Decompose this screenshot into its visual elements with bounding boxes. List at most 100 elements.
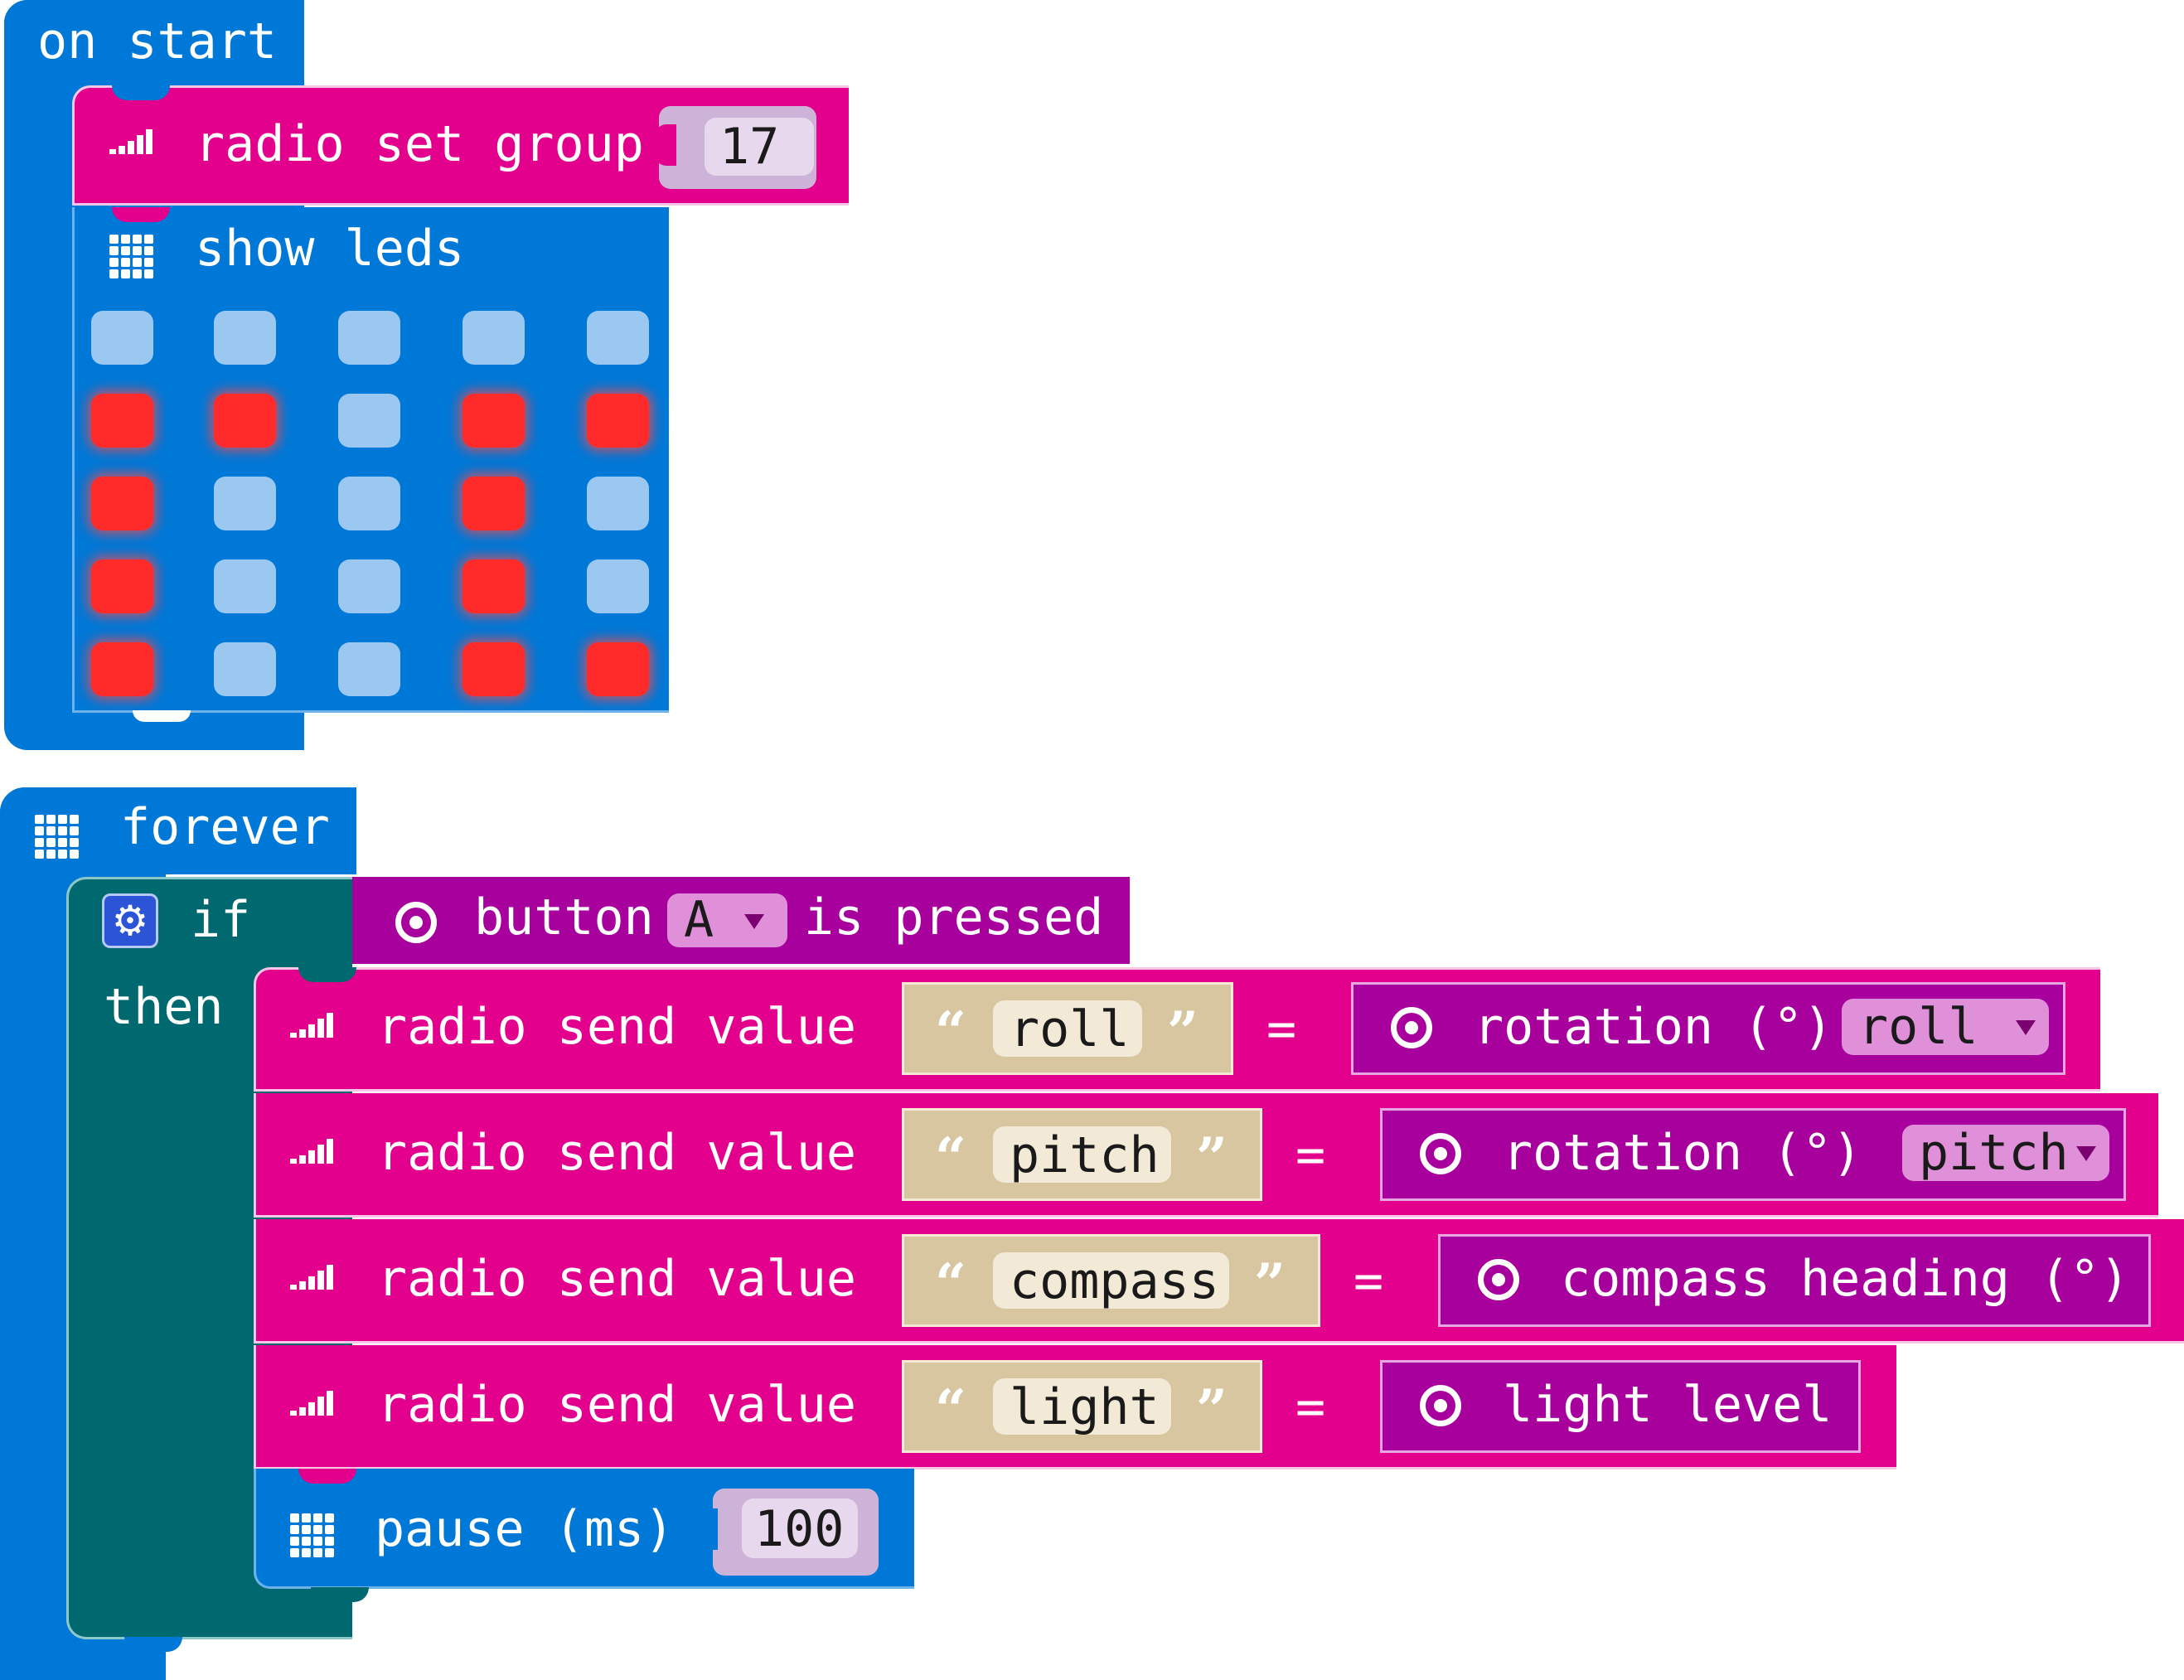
name-text-input[interactable] bbox=[993, 1000, 1142, 1057]
led-r4-c5[interactable] bbox=[587, 559, 649, 613]
socket-tab bbox=[1331, 1000, 1353, 1042]
button-label: button bbox=[474, 888, 654, 947]
socket-tab bbox=[1360, 1126, 1382, 1168]
led-grid-icon bbox=[290, 1513, 334, 1557]
name-text-input[interactable] bbox=[993, 1126, 1171, 1183]
radio-set-group-label: radio set group bbox=[195, 115, 644, 173]
socket-tab bbox=[872, 1000, 893, 1042]
led-r3-c3[interactable] bbox=[338, 477, 400, 530]
led-r5-c2[interactable] bbox=[214, 642, 276, 696]
radio-send-value-label: radio send value bbox=[377, 1376, 856, 1434]
show-leds-block[interactable] bbox=[72, 207, 669, 713]
led-r4-c1[interactable] bbox=[91, 559, 153, 613]
on-start-header bbox=[4, 0, 304, 83]
socket-tab bbox=[322, 899, 343, 941]
close-quote-icon: ” bbox=[1167, 1000, 1199, 1064]
sensor-label: rotation (°) bbox=[1503, 1124, 1862, 1182]
led-r4-c3[interactable] bbox=[338, 559, 400, 613]
if-label: if bbox=[191, 891, 251, 949]
close-quote-icon: ” bbox=[1254, 1252, 1286, 1316]
on-start-label: on start bbox=[37, 12, 277, 70]
close-quote-icon: ” bbox=[1196, 1377, 1228, 1442]
led-r2-c3[interactable] bbox=[338, 394, 400, 448]
socket-tab bbox=[655, 124, 676, 166]
sensor-reporter-block[interactable] bbox=[1438, 1234, 2151, 1327]
led-r1-c5[interactable] bbox=[587, 311, 649, 365]
radio-send-value-label: radio send value bbox=[377, 1250, 856, 1308]
led-r4-c4[interactable] bbox=[462, 559, 525, 613]
signal-bars-icon bbox=[290, 1013, 337, 1038]
socket-tab bbox=[872, 1378, 893, 1420]
group-number-value: 17 bbox=[719, 118, 780, 176]
name-text-value: compass bbox=[1010, 1252, 1219, 1310]
led-r3-c1[interactable] bbox=[91, 477, 153, 530]
block-notch bbox=[298, 1469, 356, 1484]
led-grid-icon bbox=[109, 235, 153, 278]
open-quote-icon: “ bbox=[935, 1000, 966, 1064]
pause-number-value: 100 bbox=[754, 1500, 845, 1558]
close-quote-icon: ” bbox=[1196, 1126, 1228, 1190]
block-notch bbox=[112, 207, 170, 222]
open-quote-icon: “ bbox=[935, 1252, 966, 1316]
button-dropdown[interactable] bbox=[667, 893, 787, 947]
led-r5-c1[interactable] bbox=[91, 642, 153, 696]
equals-label: = bbox=[1353, 1252, 1384, 1310]
led-r1-c1[interactable] bbox=[91, 311, 153, 365]
led-r4-c2[interactable] bbox=[214, 559, 276, 613]
pause-number-input[interactable] bbox=[742, 1498, 858, 1558]
block-notch bbox=[298, 967, 356, 982]
signal-bars-icon bbox=[290, 1265, 337, 1290]
group-number-input[interactable] bbox=[705, 118, 814, 176]
then-label: then bbox=[104, 978, 224, 1036]
target-icon bbox=[395, 902, 437, 943]
sensor-dropdown-value: pitch bbox=[1919, 1124, 2069, 1182]
equals-label: = bbox=[1295, 1126, 1326, 1184]
target-icon bbox=[1391, 1007, 1432, 1048]
led-r1-c4[interactable] bbox=[462, 311, 525, 365]
led-r5-c3[interactable] bbox=[338, 642, 400, 696]
dropdown-arrow-icon bbox=[2076, 1146, 2096, 1161]
block-notch bbox=[298, 1219, 356, 1234]
led-r5-c4[interactable] bbox=[462, 642, 525, 696]
show-leds-label: show leds bbox=[195, 220, 465, 278]
led-r2-c2[interactable] bbox=[214, 394, 276, 448]
sensor-dropdown-value: roll bbox=[1858, 998, 1978, 1056]
block-notch bbox=[298, 1345, 356, 1360]
signal-bars-icon bbox=[290, 1391, 337, 1416]
equals-label: = bbox=[1266, 1000, 1297, 1058]
led-r3-c2[interactable] bbox=[214, 477, 276, 530]
sensor-dropdown[interactable] bbox=[1902, 1125, 2109, 1181]
name-text-value: roll bbox=[1010, 1000, 1130, 1058]
name-text-input[interactable] bbox=[993, 1252, 1229, 1309]
led-grid-icon bbox=[35, 815, 79, 859]
socket-tab bbox=[872, 1126, 893, 1168]
led-r1-c2[interactable] bbox=[214, 311, 276, 365]
target-icon bbox=[1420, 1385, 1461, 1426]
socket-tab bbox=[1418, 1252, 1440, 1294]
sensor-label: compass heading (°) bbox=[1561, 1250, 2130, 1308]
block-notch bbox=[298, 1093, 356, 1108]
gear-icon[interactable]: ⚙ bbox=[102, 893, 158, 948]
led-r5-c5[interactable] bbox=[587, 642, 649, 696]
target-icon bbox=[1420, 1133, 1461, 1174]
radio-send-value-label: radio send value bbox=[377, 998, 856, 1056]
led-r2-c4[interactable] bbox=[462, 394, 525, 448]
open-quote-icon: “ bbox=[935, 1377, 966, 1442]
name-text-value: pitch bbox=[1010, 1126, 1160, 1184]
target-icon bbox=[1478, 1259, 1519, 1300]
led-r1-c3[interactable] bbox=[338, 311, 400, 365]
led-r2-c5[interactable] bbox=[587, 394, 649, 448]
signal-bars-icon bbox=[290, 1139, 337, 1164]
led-r3-c5[interactable] bbox=[587, 477, 649, 530]
open-quote-icon: “ bbox=[935, 1126, 966, 1190]
led-r3-c4[interactable] bbox=[462, 477, 525, 530]
block-notch bbox=[133, 710, 191, 722]
led-r2-c1[interactable] bbox=[91, 394, 153, 448]
name-text-input[interactable] bbox=[993, 1378, 1171, 1435]
equals-label: = bbox=[1295, 1378, 1326, 1436]
name-text-value: light bbox=[1010, 1378, 1160, 1436]
sensor-label: light level bbox=[1503, 1376, 1833, 1434]
dropdown-arrow-icon bbox=[744, 914, 764, 929]
pause-label: pause (ms) bbox=[375, 1500, 675, 1558]
sensor-dropdown[interactable] bbox=[1842, 999, 2049, 1055]
